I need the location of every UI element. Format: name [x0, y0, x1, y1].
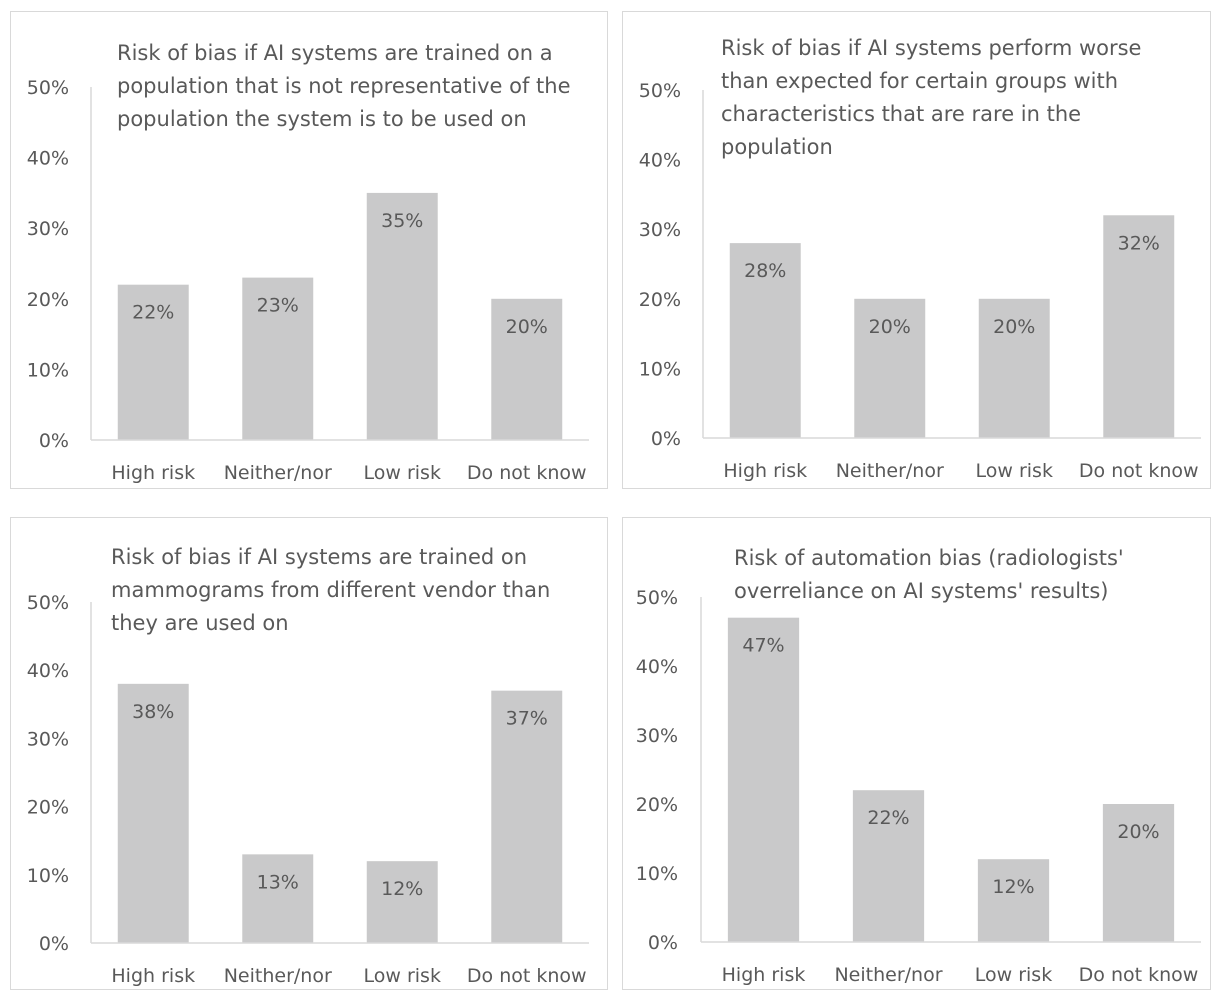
category-label: Do not know — [467, 462, 587, 484]
y-tick-label: 50% — [636, 587, 678, 609]
chart-panel-bias-rare-characteristics: 0% 10% 20% 30% 40% 50% 28% High risk 20% Neither/… — [622, 11, 1211, 489]
data-label: 12% — [381, 878, 423, 900]
data-label: 28% — [744, 260, 786, 282]
y-tick-label: 40% — [27, 148, 69, 170]
chart-panel-bias-different-vendor: 0% 10% 20% 30% 40% 50% 38% High risk 13% Neither/… — [10, 517, 608, 990]
y-tick-label: 10% — [27, 359, 69, 381]
bar-high-risk — [117, 284, 189, 440]
bar-neither-nor — [242, 854, 314, 943]
y-tick-label: 0% — [651, 428, 681, 450]
data-label: 13% — [257, 871, 299, 893]
category-label: Low risk — [364, 965, 441, 987]
category-label: High risk — [111, 462, 195, 484]
data-label: 23% — [257, 295, 299, 317]
data-label: 20% — [869, 316, 911, 338]
data-label: 20% — [506, 316, 548, 338]
y-tick-label: 0% — [39, 430, 69, 452]
y-tick-label: 50% — [639, 80, 681, 102]
bar-high-risk — [729, 243, 801, 438]
category-label: High risk — [111, 965, 195, 987]
category-label: Neither/nor — [836, 460, 944, 482]
y-tick-label: 30% — [27, 218, 69, 240]
y-tick-label: 0% — [39, 933, 69, 955]
chart-panel-automation-bias: 0% 10% 20% 30% 40% 50% 47% High risk 22% Neither/… — [622, 517, 1211, 990]
bar-low-risk — [366, 861, 438, 943]
data-label: 32% — [1118, 232, 1160, 254]
chart-title: Risk of automation bias (radiologists' o… — [734, 546, 1124, 603]
y-tick-label: 10% — [27, 865, 69, 887]
category-label: Low risk — [364, 462, 441, 484]
category-label: Do not know — [1079, 964, 1199, 986]
data-label: 35% — [381, 210, 423, 232]
y-tick-label: 20% — [27, 797, 69, 819]
y-tick-label: 40% — [27, 660, 69, 682]
bar-high-risk — [727, 617, 800, 942]
y-tick-label: 30% — [27, 728, 69, 750]
data-label: 20% — [1117, 821, 1159, 843]
y-tick-label: 10% — [636, 863, 678, 885]
y-tick-label: 0% — [648, 932, 678, 954]
bar-high-risk — [117, 683, 189, 943]
data-label: 22% — [132, 302, 174, 324]
category-label: High risk — [723, 460, 807, 482]
y-tick-label: 20% — [27, 289, 69, 311]
category-label: Low risk — [975, 964, 1052, 986]
y-tick-label: 40% — [639, 150, 681, 172]
data-label: 20% — [993, 316, 1035, 338]
chart-svg: 0% 10% 20% 30% 40% 50% 38% High risk 13% Neither/… — [27, 592, 589, 987]
y-tick-label: 20% — [639, 289, 681, 311]
bar-neither-nor — [854, 298, 926, 438]
bar-do-not-know — [491, 298, 563, 440]
bar-low-risk — [978, 298, 1050, 438]
category-label: High risk — [722, 964, 806, 986]
data-label: 22% — [867, 807, 909, 829]
category-label: Neither/nor — [834, 964, 942, 986]
category-label: Neither/nor — [224, 965, 332, 987]
data-label: 37% — [506, 708, 548, 730]
chart-title: Risk of bias if AI systems are trained o… — [111, 545, 551, 635]
bar-neither-nor — [852, 790, 925, 942]
chart-svg: 0% 10% 20% 30% 40% 50% 47% High risk 22% Neither/… — [636, 587, 1201, 986]
bar-low-risk — [977, 859, 1050, 942]
y-tick-label: 40% — [636, 656, 678, 678]
y-tick-label: 30% — [636, 725, 678, 747]
chart-panel-bias-representative-population: 0% 10% 20% 30% 40% 50% 22% High risk 23% Neither/… — [10, 11, 608, 489]
bar-do-not-know — [491, 690, 563, 943]
category-label: Do not know — [1079, 460, 1199, 482]
chart-title: Risk of bias if AI systems are trained o… — [117, 41, 571, 131]
category-label: Low risk — [976, 460, 1053, 482]
data-label: 47% — [742, 635, 784, 657]
bar-low-risk — [366, 192, 438, 440]
bar-neither-nor — [242, 277, 314, 440]
chart-title: Risk of bias if AI systems perform worse… — [721, 36, 1142, 159]
data-label: 38% — [132, 701, 174, 723]
bar-do-not-know — [1103, 215, 1175, 438]
y-tick-label: 50% — [27, 592, 69, 614]
data-label: 12% — [992, 876, 1034, 898]
y-tick-label: 20% — [636, 794, 678, 816]
chart-svg: 0% 10% 20% 30% 40% 50% 28% High risk 20% Neither/… — [639, 80, 1201, 482]
y-tick-label: 50% — [27, 77, 69, 99]
category-label: Neither/nor — [224, 462, 332, 484]
chart-svg: 0% 10% 20% 30% 40% 50% 22% High risk 23% Neither/… — [27, 77, 589, 484]
y-tick-label: 30% — [639, 219, 681, 241]
category-label: Do not know — [467, 965, 587, 987]
y-tick-label: 10% — [639, 358, 681, 380]
bar-do-not-know — [1102, 804, 1175, 942]
